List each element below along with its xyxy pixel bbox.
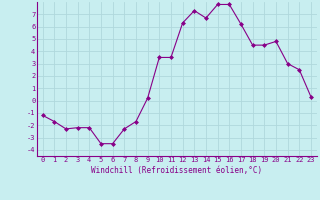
X-axis label: Windchill (Refroidissement éolien,°C): Windchill (Refroidissement éolien,°C): [91, 166, 262, 175]
